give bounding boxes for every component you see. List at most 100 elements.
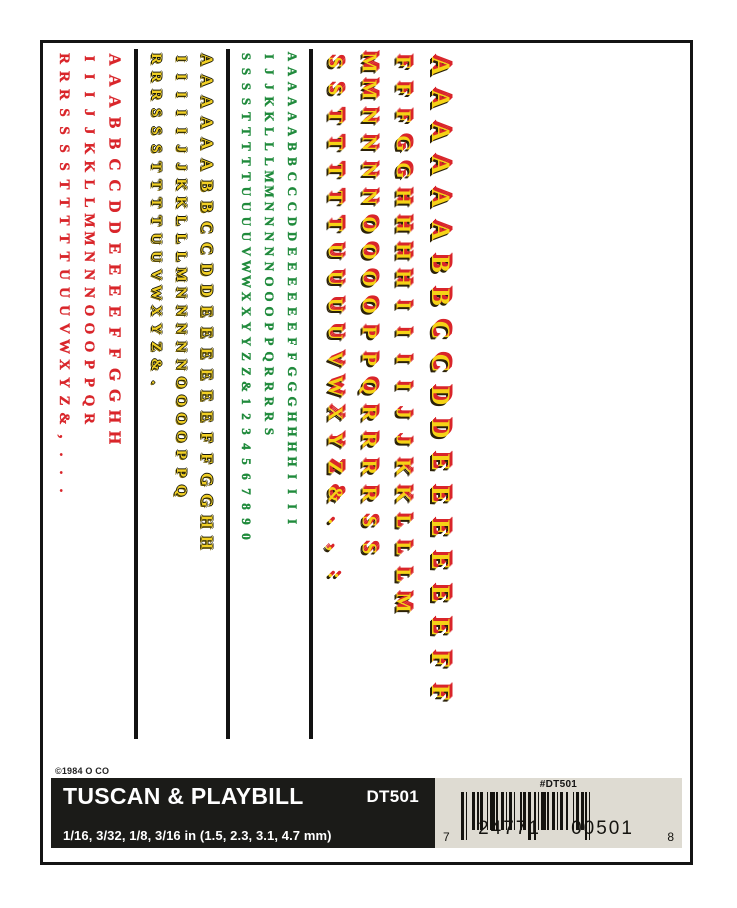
letter-glyph: N bbox=[173, 304, 189, 316]
letter-glyph: I bbox=[173, 55, 189, 61]
letter-glyph: Q bbox=[357, 378, 382, 395]
letter-glyph: M bbox=[357, 52, 382, 73]
letter-glyph: F bbox=[391, 110, 416, 123]
letter-glyph: . bbox=[323, 518, 348, 525]
letter-glyph: L bbox=[81, 178, 97, 189]
letter-column: R R R S S S T T T T U U V W X Y Z &. bbox=[143, 49, 168, 749]
letter-glyph: T bbox=[323, 217, 348, 232]
letter-column: S S T T T T T U U U U V W X Y Z &.,: bbox=[318, 49, 352, 749]
letter-glyph: E bbox=[426, 551, 455, 570]
letter-glyph: & bbox=[323, 485, 348, 504]
letter-glyph: F bbox=[197, 432, 217, 443]
lettering-panel: R R R S S S S T T T T T U U U V W X Y Z &,... I I I J J K K L L M M N N N O… bbox=[51, 49, 682, 749]
letter-glyph: O bbox=[81, 340, 97, 352]
barcode-right-guard-digit: 8 bbox=[667, 830, 674, 844]
letter-glyph: A bbox=[105, 74, 125, 87]
letter-glyph: A bbox=[426, 122, 455, 141]
letter-glyph: H bbox=[391, 243, 416, 260]
title-line: TUSCAN & PLAYBILL DT501 bbox=[63, 783, 425, 810]
product-label-block: TUSCAN & PLAYBILL DT501 1/16, 3/32, 1/8,… bbox=[51, 778, 435, 848]
letter-glyph: R bbox=[56, 52, 72, 64]
letter-glyph: D bbox=[426, 386, 455, 405]
label-row: TUSCAN & PLAYBILL DT501 1/16, 3/32, 1/8,… bbox=[51, 778, 682, 848]
barcode-bar bbox=[572, 792, 575, 830]
letter-glyph: I bbox=[173, 109, 189, 115]
letter-glyph: O bbox=[357, 297, 382, 314]
letter-glyph: O bbox=[173, 376, 189, 388]
letter-glyph: K bbox=[173, 196, 189, 208]
letter-glyph: F bbox=[105, 327, 125, 338]
letter-glyph: T bbox=[56, 232, 72, 243]
barcode-bar bbox=[559, 792, 564, 830]
letter-glyph: G bbox=[197, 472, 217, 487]
letter-glyph: E bbox=[197, 347, 217, 360]
letter-glyph: E bbox=[197, 389, 217, 402]
letter-glyph: D bbox=[105, 200, 125, 213]
letter-glyph: P bbox=[357, 326, 382, 339]
letter-glyph: U bbox=[323, 297, 348, 314]
letter-group-playbill-yellow: R R R S S S T T T T U U V W X Y Z &. I I I I I J J K K L L L M N N N N N O O O… bbox=[143, 49, 221, 749]
letter-glyph: N bbox=[81, 286, 97, 298]
letter-glyph: . bbox=[56, 488, 72, 492]
barcode-bar bbox=[551, 792, 556, 830]
letter-glyph: U bbox=[148, 250, 164, 262]
letter-glyph: F bbox=[105, 348, 125, 359]
letter-glyph: S bbox=[148, 125, 164, 135]
column-group-divider bbox=[309, 49, 313, 739]
letter-glyph: B bbox=[426, 254, 455, 273]
barcode-bar bbox=[461, 792, 465, 840]
letter-glyph: I bbox=[173, 73, 189, 79]
letter-glyph: B bbox=[197, 179, 217, 192]
letter-glyph: C bbox=[197, 242, 217, 255]
letter-glyph: A bbox=[105, 95, 125, 108]
letter-glyph: N bbox=[357, 189, 382, 206]
letter-glyph: G bbox=[391, 162, 416, 179]
letter-glyph: L bbox=[391, 568, 416, 583]
letter-glyph: R bbox=[56, 70, 72, 82]
letter-glyph: , bbox=[56, 434, 72, 438]
letter-glyph: L bbox=[391, 541, 416, 556]
letter-glyph: Z bbox=[323, 460, 348, 475]
letter-glyph: C bbox=[105, 179, 125, 192]
letter-glyph: M bbox=[81, 230, 97, 246]
letter-glyph: S bbox=[56, 107, 72, 117]
letter-glyph: E bbox=[197, 410, 217, 423]
letter-glyph: O bbox=[81, 304, 97, 316]
barcode-bar bbox=[588, 792, 591, 840]
column-group-divider bbox=[226, 49, 230, 739]
letter-glyph: T bbox=[56, 250, 72, 261]
letter-glyph: F bbox=[426, 651, 455, 668]
letter-glyph: A bbox=[197, 74, 217, 87]
letter-glyph: A bbox=[197, 116, 217, 129]
letter-glyph: I bbox=[285, 518, 300, 525]
letter-glyph: K bbox=[391, 486, 416, 503]
letter-glyph: M bbox=[357, 79, 382, 100]
letter-glyph: . bbox=[148, 380, 164, 384]
letter-glyph: H bbox=[105, 409, 125, 424]
barcode-bar bbox=[540, 792, 546, 830]
letter-glyph: U bbox=[323, 243, 348, 260]
letter-glyph: E bbox=[197, 368, 217, 381]
letter-glyph: E bbox=[197, 305, 217, 318]
letter-glyph: I bbox=[81, 55, 97, 61]
barcode-bar bbox=[585, 792, 587, 840]
letter-glyph: G bbox=[391, 135, 416, 152]
letter-glyph: E bbox=[197, 326, 217, 339]
product-title: TUSCAN & PLAYBILL bbox=[63, 783, 304, 809]
barcode-bar bbox=[472, 792, 476, 830]
barcode-digits: 24771 00501 bbox=[463, 818, 649, 840]
barcode-bar bbox=[547, 792, 549, 830]
letter-glyph: V bbox=[323, 351, 348, 368]
letter-glyph: G bbox=[197, 493, 217, 508]
letter-glyph: J bbox=[391, 435, 416, 446]
letter-glyph: M bbox=[391, 592, 416, 613]
letter-glyph: A bbox=[197, 53, 217, 66]
letter-glyph: I bbox=[81, 91, 97, 97]
letter-glyph: S bbox=[148, 143, 164, 153]
letter-glyph: I bbox=[173, 127, 189, 133]
letter-glyph: B bbox=[426, 287, 455, 306]
letter-column: S S S S T T T T T U U U U V W W X X Y Y Z Z & 1 2 3 4 5 6 7 8 9 0 bbox=[235, 49, 258, 749]
